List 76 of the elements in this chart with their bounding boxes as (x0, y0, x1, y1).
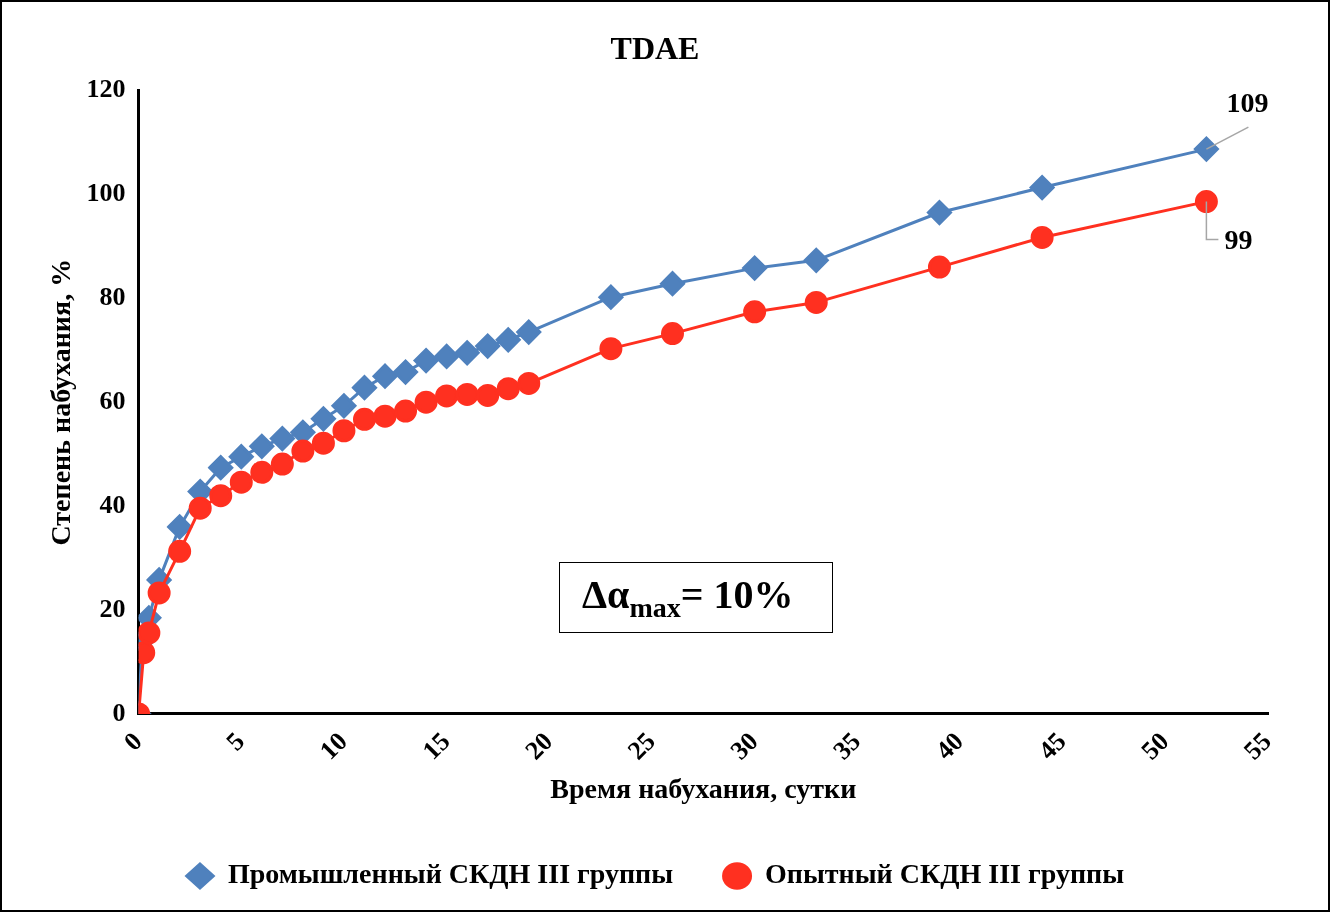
point (291, 439, 315, 463)
point (147, 581, 171, 605)
point (269, 426, 295, 452)
point (742, 255, 768, 281)
point (660, 271, 685, 297)
x-tick-label: 40 (930, 726, 969, 766)
y-tick-label: 20 (99, 593, 126, 623)
legend-label: Опытный СКДН III группы (765, 858, 1125, 890)
point (393, 359, 419, 385)
point (434, 343, 460, 369)
x-tick-label: 30 (724, 726, 764, 766)
point (331, 393, 357, 419)
point (311, 431, 335, 455)
point (332, 419, 356, 443)
x-tick-label: 15 (416, 726, 456, 766)
point (208, 455, 234, 481)
point (138, 621, 161, 645)
x-tick-label: 45 (1032, 726, 1072, 766)
x-tick-label: 25 (622, 726, 661, 766)
point (414, 390, 438, 414)
point (394, 399, 418, 423)
point (476, 383, 500, 407)
point (926, 200, 952, 226)
point (804, 290, 828, 314)
point (496, 377, 520, 401)
point (661, 322, 684, 346)
point (598, 284, 624, 310)
point (927, 255, 951, 279)
point (495, 327, 521, 353)
x-tick-label: 50 (1135, 726, 1175, 766)
point (188, 496, 212, 520)
x-tick-label: 5 (220, 726, 251, 757)
point (743, 300, 767, 324)
point (168, 539, 192, 563)
point (1193, 136, 1219, 162)
point (1194, 190, 1218, 214)
y-axis-title: Степень набухания, % (45, 258, 77, 546)
annotation: Δα$_{max}$= 10% (559, 562, 833, 633)
data-label: 99 (1224, 223, 1253, 255)
point (209, 484, 233, 508)
point (229, 470, 253, 494)
y-tick-label: 100 (86, 178, 126, 208)
point (372, 363, 398, 389)
y-tick-label: 120 (86, 74, 126, 104)
y-tick-label: 0 (112, 697, 126, 727)
point (250, 460, 274, 484)
point (455, 382, 479, 406)
point (599, 337, 623, 361)
chart-title: TDAE (610, 30, 700, 67)
x-tick-label: 10 (314, 726, 353, 766)
point (454, 340, 480, 366)
point (475, 333, 501, 359)
point (1029, 175, 1055, 201)
x-tick-label: 35 (827, 726, 867, 766)
point (310, 406, 336, 432)
point (352, 407, 376, 431)
point (1030, 225, 1054, 249)
point (413, 348, 439, 374)
point (516, 319, 542, 345)
x-tick-label: 20 (519, 726, 559, 766)
point (167, 514, 193, 540)
point (517, 371, 541, 395)
y-tick-label: 60 (99, 385, 126, 415)
legend-label: Промышленный СКДН III группы (227, 858, 674, 890)
point (803, 247, 829, 273)
y-tick-label: 40 (99, 489, 126, 519)
x-tick-label: 55 (1238, 726, 1277, 766)
point (249, 433, 275, 459)
x-axis-title: Время набухания, сутки (550, 773, 857, 805)
y-tick-label: 80 (99, 281, 126, 311)
point (270, 452, 294, 476)
data-label: 109 (1226, 87, 1269, 119)
point (351, 375, 377, 401)
point (228, 444, 254, 470)
point (435, 384, 459, 408)
point (373, 404, 397, 428)
